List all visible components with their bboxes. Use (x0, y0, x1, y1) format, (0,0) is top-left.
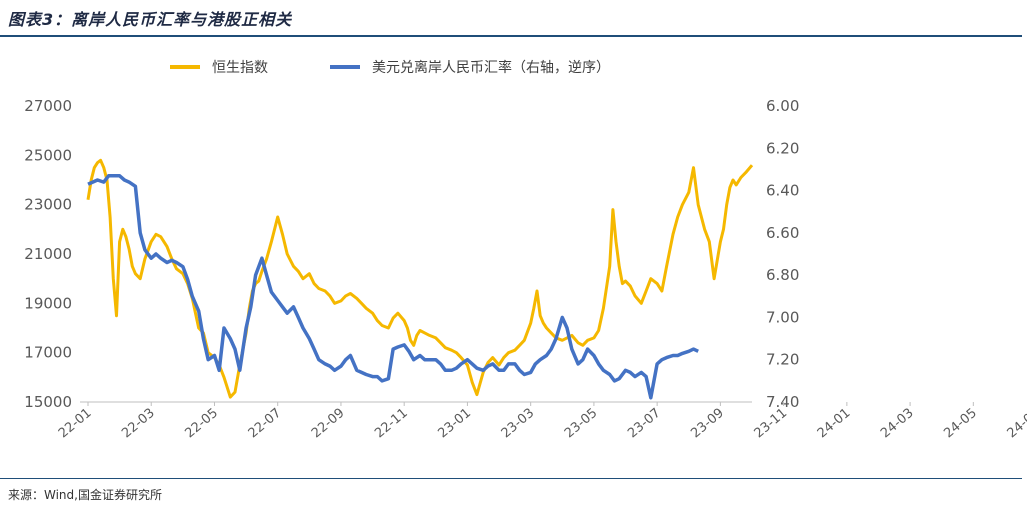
top-rule (0, 35, 1022, 37)
bottom-rule (0, 478, 1022, 479)
x-tick-label: 22-03 (119, 406, 158, 442)
source-note: 来源：Wind,国金证券研究所 (8, 488, 162, 502)
x-tick-label: 24-03 (878, 406, 917, 442)
y-left-tick-label: 17000 (24, 344, 72, 362)
y-left-tick-label: 19000 (24, 294, 72, 312)
y-right-tick-label: 6.20 (766, 139, 799, 157)
x-tick-label: 22-05 (182, 406, 221, 442)
x-tick-label: 23-07 (625, 406, 664, 442)
y-left-tick-label: 21000 (24, 245, 72, 263)
y-right-tick-label: 6.60 (766, 224, 799, 242)
x-tick-label: 23-05 (562, 406, 601, 442)
y-right-tick-label: 6.40 (766, 182, 799, 200)
x-tick-label: 24-07 (1005, 406, 1027, 442)
y-right-tick-label: 6.00 (766, 97, 799, 115)
y-right-tick-label: 7.00 (766, 308, 799, 326)
legend-label-cnh: 美元兑离岸人民币汇率（右轴，逆序） (372, 59, 610, 76)
y-right-tick-label: 6.80 (766, 266, 799, 284)
figure-title: 图表3：离岸人民币汇率与港股正相关 (8, 10, 293, 29)
y-axis-right: 6.00 6.20 6.40 6.60 6.80 7.00 7.20 7.40 (766, 97, 799, 411)
x-tick-label: 22-11 (372, 406, 411, 442)
y-right-tick-label: 7.20 (766, 351, 799, 369)
x-tick-label: 24-01 (815, 406, 854, 442)
legend-label-hsi: 恒生指数 (212, 60, 268, 76)
y-left-tick-label: 25000 (24, 146, 72, 164)
x-axis: 22-01 22-03 22-05 22-07 22-09 22-11 23-01 23-03… (56, 402, 1027, 441)
series-line-cnh (87, 174, 699, 400)
series-line-hsi (86, 158, 754, 399)
chart-area: 恒生指数 美元兑离岸人民币汇率（右轴，逆序） 27000 25000 23000 21… (24, 59, 1027, 441)
x-tick-label: 24-05 (941, 406, 980, 442)
y-left-tick-label: 23000 (24, 196, 72, 214)
x-tick-label: 22-09 (309, 406, 348, 442)
y-axis-left: 27000 25000 23000 21000 19000 17000 15000 (24, 97, 72, 411)
legend: 恒生指数 美元兑离岸人民币汇率（右轴，逆序） (170, 59, 610, 76)
x-tick-label: 23-09 (688, 406, 727, 442)
y-left-tick-label: 15000 (24, 393, 72, 411)
x-tick-label: 23-03 (499, 406, 538, 442)
x-tick-label: 23-01 (435, 406, 474, 442)
y-right-tick-label: 7.40 (766, 393, 799, 411)
y-left-tick-label: 27000 (24, 97, 72, 115)
x-tick-label: 22-07 (246, 406, 285, 442)
